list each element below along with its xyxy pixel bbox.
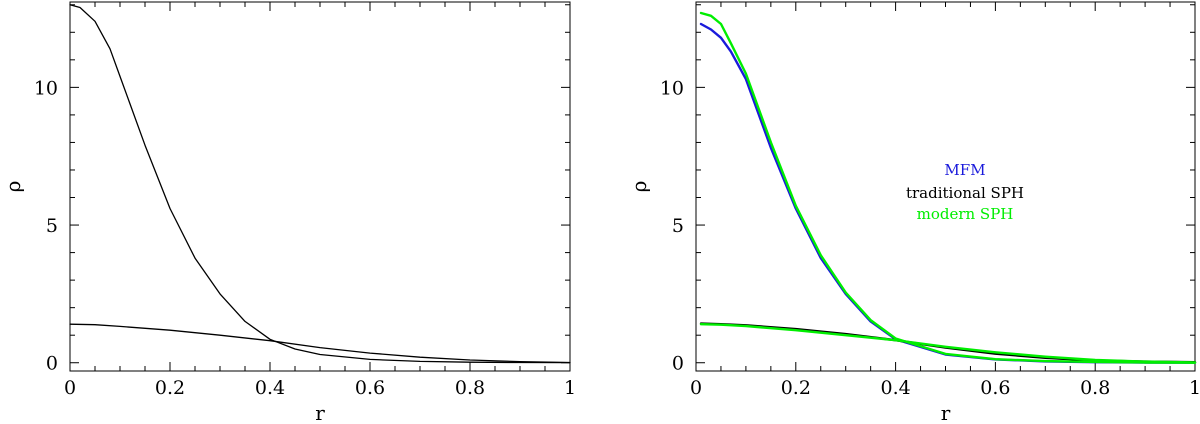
y-tick-label: 10 xyxy=(660,77,684,99)
x-tick-label: 0.4 xyxy=(880,377,910,399)
x-tick-label: 0.4 xyxy=(255,377,285,399)
y-tick-label: 10 xyxy=(34,77,58,99)
legend-entry: MFM xyxy=(944,161,985,179)
x-tick-label: 0 xyxy=(64,377,76,399)
x-tick-label: 0.8 xyxy=(1080,377,1110,399)
plot-frame xyxy=(69,1,571,372)
y-tick-label: 0 xyxy=(46,353,58,375)
y-axis-label: ρ xyxy=(1,181,25,193)
series-line-0 xyxy=(69,4,571,364)
y-tick-label: 5 xyxy=(672,215,684,237)
legend-entry: traditional SPH xyxy=(906,184,1024,202)
x-tick-label: 1 xyxy=(1189,377,1200,399)
y-axis-label: ρ xyxy=(627,181,651,193)
y-tick-label: 0 xyxy=(672,353,684,375)
legend-entry: modern SPH xyxy=(917,205,1014,223)
x-tick-label: 0.8 xyxy=(455,377,485,399)
x-tick-label: 0 xyxy=(690,377,702,399)
series-modern-sph xyxy=(699,11,1197,364)
x-tick-label: 0.6 xyxy=(355,377,385,399)
x-axis-label: r xyxy=(941,401,951,424)
y-tick-label: 5 xyxy=(46,215,58,237)
x-axis-label: r xyxy=(315,401,325,424)
x-tick-label: 1 xyxy=(564,377,576,399)
x-tick-label: 0.2 xyxy=(781,377,811,399)
x-tick-label: 0.6 xyxy=(980,377,1010,399)
x-tick-label: 0.2 xyxy=(155,377,185,399)
series-modern-sph xyxy=(699,323,1197,364)
series-line-1 xyxy=(69,323,571,364)
